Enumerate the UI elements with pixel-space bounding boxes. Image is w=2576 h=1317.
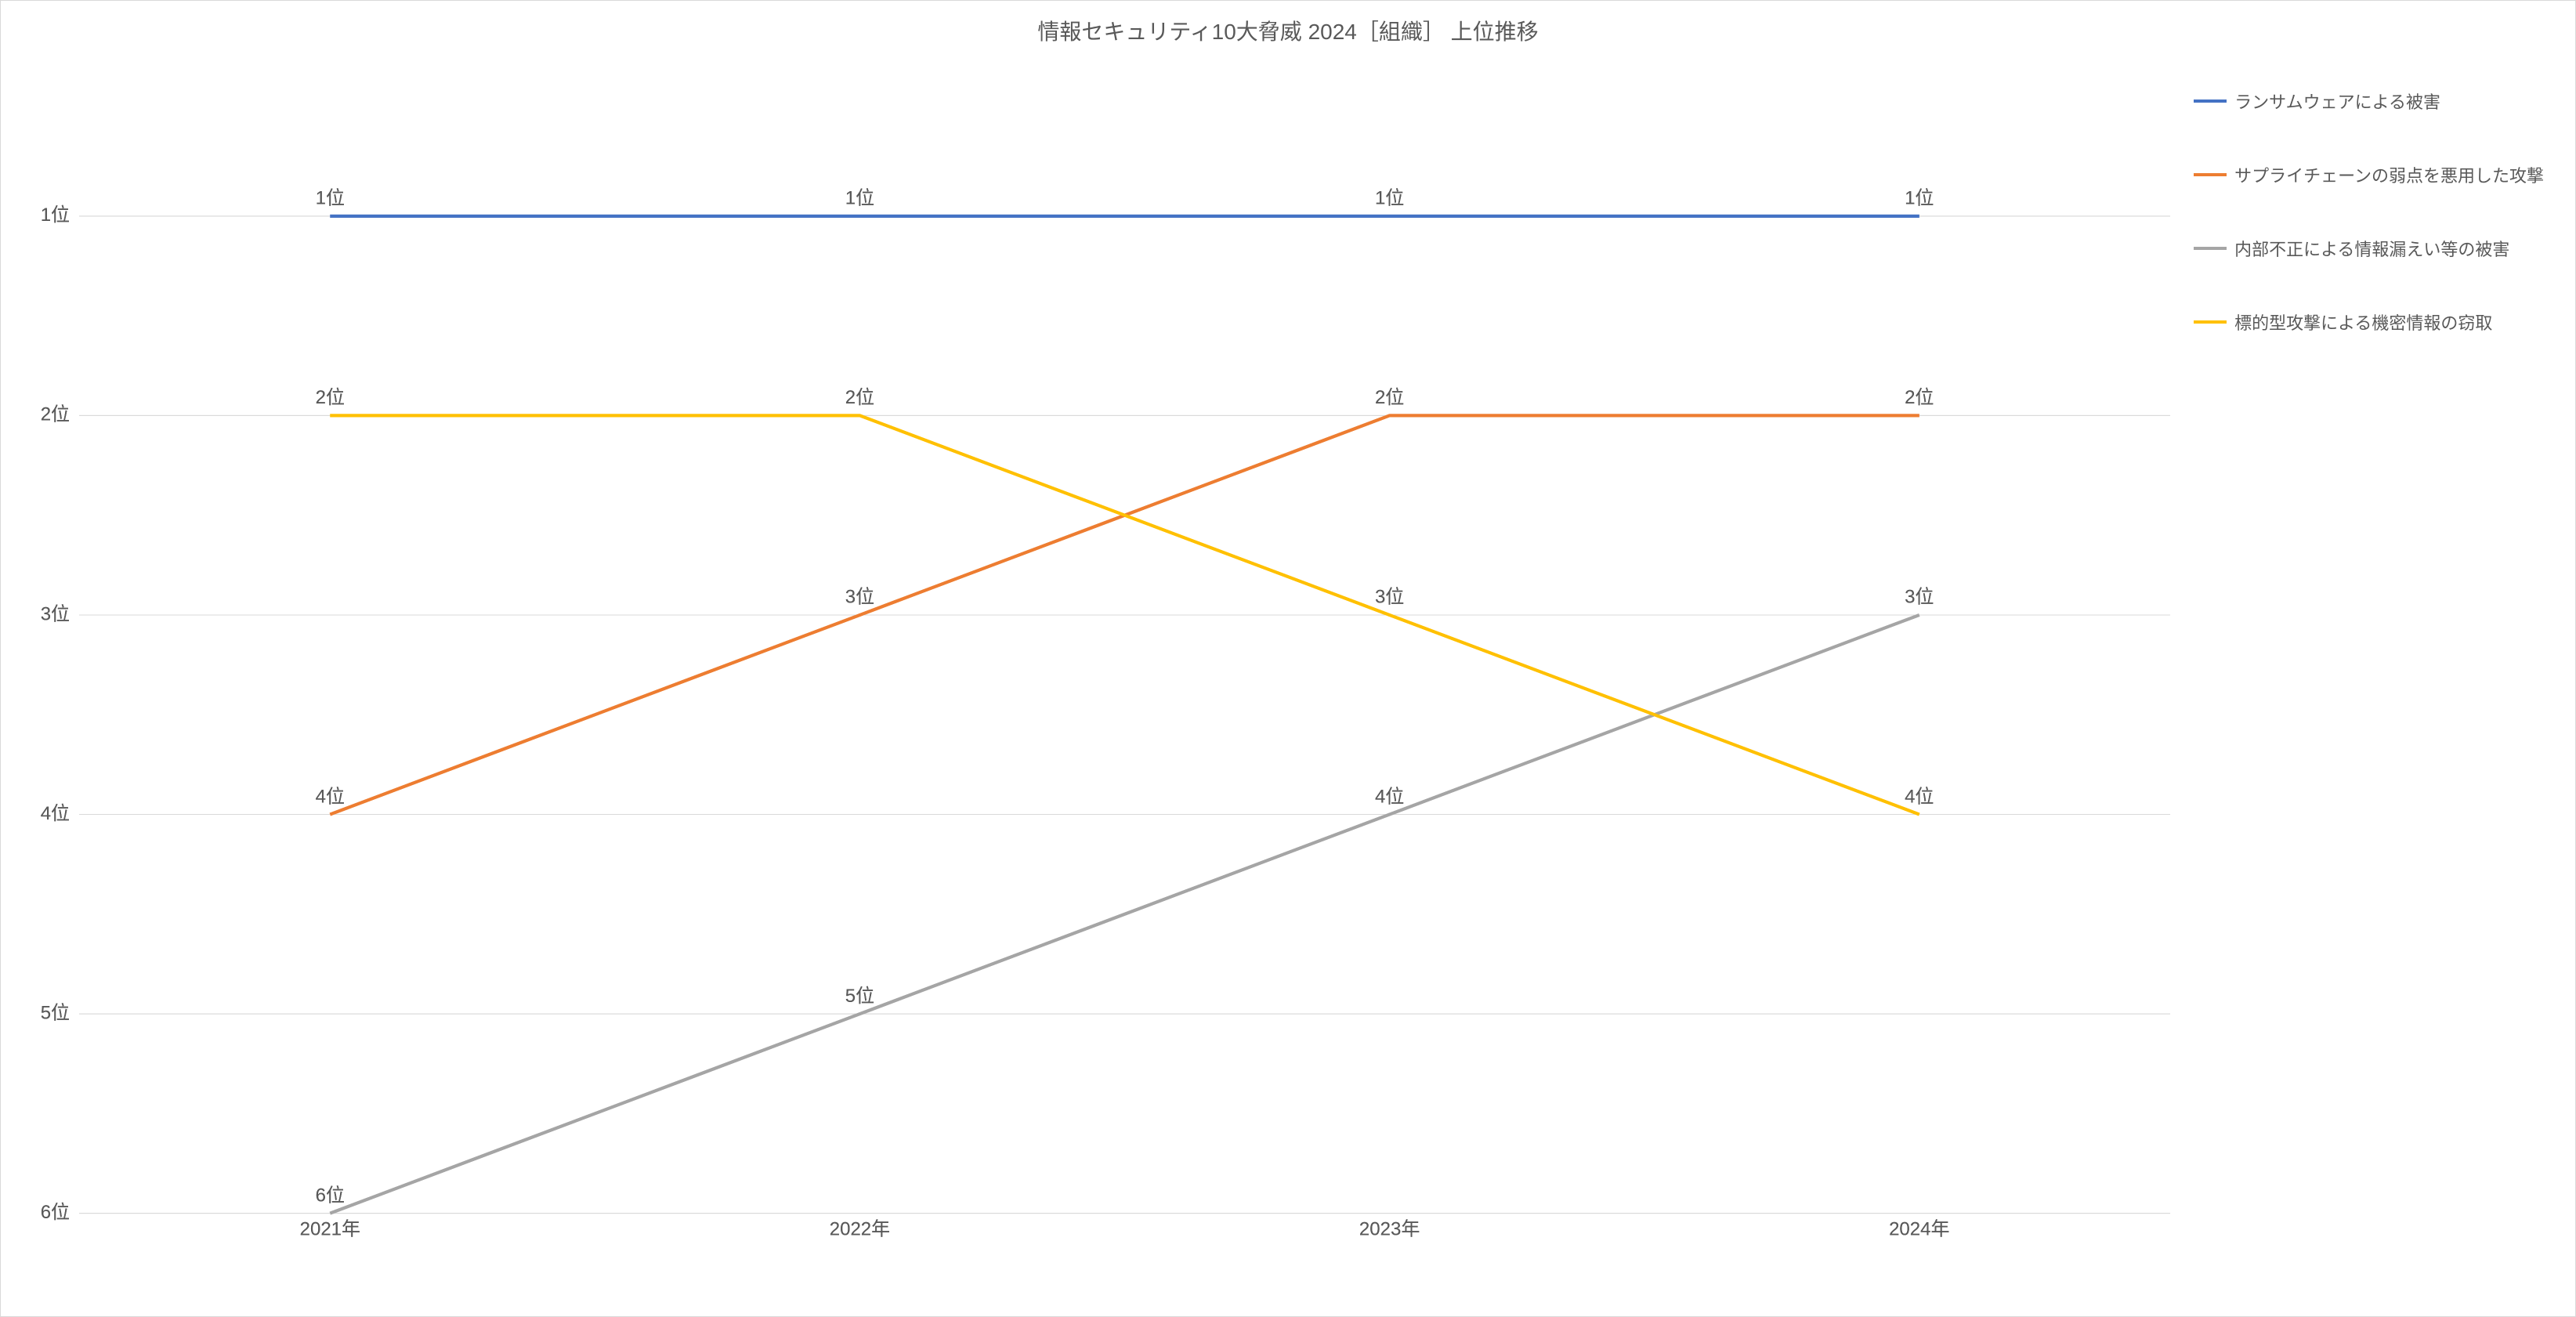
data-label: 1位 xyxy=(316,188,345,209)
legend-item: ランサムウェアによる被害 xyxy=(2194,89,2544,114)
data-label: 1位 xyxy=(1375,188,1404,209)
legend-label: ランサムウェアによる被害 xyxy=(2234,89,2440,114)
legend-label: 内部不正による情報漏えい等の被害 xyxy=(2234,236,2509,261)
data-label: 1位 xyxy=(845,188,874,209)
plot-area: 1位 2位 3位 4位 5位 6位 2021年 2022年 2023年 2024年 1位 1位 1位 1位… xyxy=(24,54,2178,1301)
data-label: 4位 xyxy=(316,786,345,807)
chart-container: 情報セキュリティ10大脅威 2024［組織］ 上位推移 1位 2位 3位 4位 5位 6位… xyxy=(0,0,2576,1317)
data-label: 2位 xyxy=(845,387,874,408)
series-line xyxy=(330,615,1919,1214)
legend-swatch xyxy=(2194,247,2227,250)
chart-title: 情報セキュリティ10大脅威 2024［組織］ 上位推移 xyxy=(1,1,2575,46)
legend-swatch xyxy=(2194,99,2227,103)
data-label: 4位 xyxy=(1905,786,1934,807)
legend-item: 内部不正による情報漏えい等の被害 xyxy=(2194,236,2544,261)
y-axis-label: 4位 xyxy=(41,803,70,824)
data-label: 2位 xyxy=(316,387,345,408)
data-label: 3位 xyxy=(1375,587,1404,608)
x-axis-label: 2024年 xyxy=(1889,1219,1949,1240)
data-label: 2位 xyxy=(1375,387,1404,408)
data-label: 4位 xyxy=(1375,786,1404,807)
data-label: 3位 xyxy=(1905,587,1934,608)
legend-label: サプライチェーンの弱点を悪用した攻撃 xyxy=(2234,162,2544,187)
legend-swatch xyxy=(2194,173,2227,176)
y-axis-label: 5位 xyxy=(41,1002,70,1023)
chart-body: 1位 2位 3位 4位 5位 6位 2021年 2022年 2023年 2024年 1位 1位 1位 1位… xyxy=(1,46,2575,1316)
data-label: 2位 xyxy=(1905,387,1934,408)
x-axis-label: 2022年 xyxy=(830,1219,890,1240)
y-axis-label: 1位 xyxy=(41,204,70,226)
legend-item: サプライチェーンの弱点を悪用した攻撃 xyxy=(2194,162,2544,187)
legend-item: 標的型攻撃による機密情報の窃取 xyxy=(2194,309,2544,335)
legend-swatch xyxy=(2194,320,2227,324)
plot-svg: 1位 2位 3位 4位 5位 6位 2021年 2022年 2023年 2024年 1位 1位 1位 1位… xyxy=(24,54,2178,1301)
y-axis-label: 2位 xyxy=(41,404,70,425)
x-axis-label: 2023年 xyxy=(1359,1219,1420,1240)
data-label: 1位 xyxy=(1905,188,1934,209)
data-label: 6位 xyxy=(316,1185,345,1206)
data-label: 3位 xyxy=(845,587,874,608)
y-axis-label: 6位 xyxy=(41,1202,70,1223)
y-axis-label: 3位 xyxy=(41,603,70,624)
legend-label: 標的型攻撃による機密情報の窃取 xyxy=(2234,309,2492,335)
data-label: 5位 xyxy=(845,986,874,1007)
legend: ランサムウェアによる被害サプライチェーンの弱点を悪用した攻撃内部不正による情報漏… xyxy=(2178,54,2552,1301)
x-axis-label: 2021年 xyxy=(300,1219,360,1240)
